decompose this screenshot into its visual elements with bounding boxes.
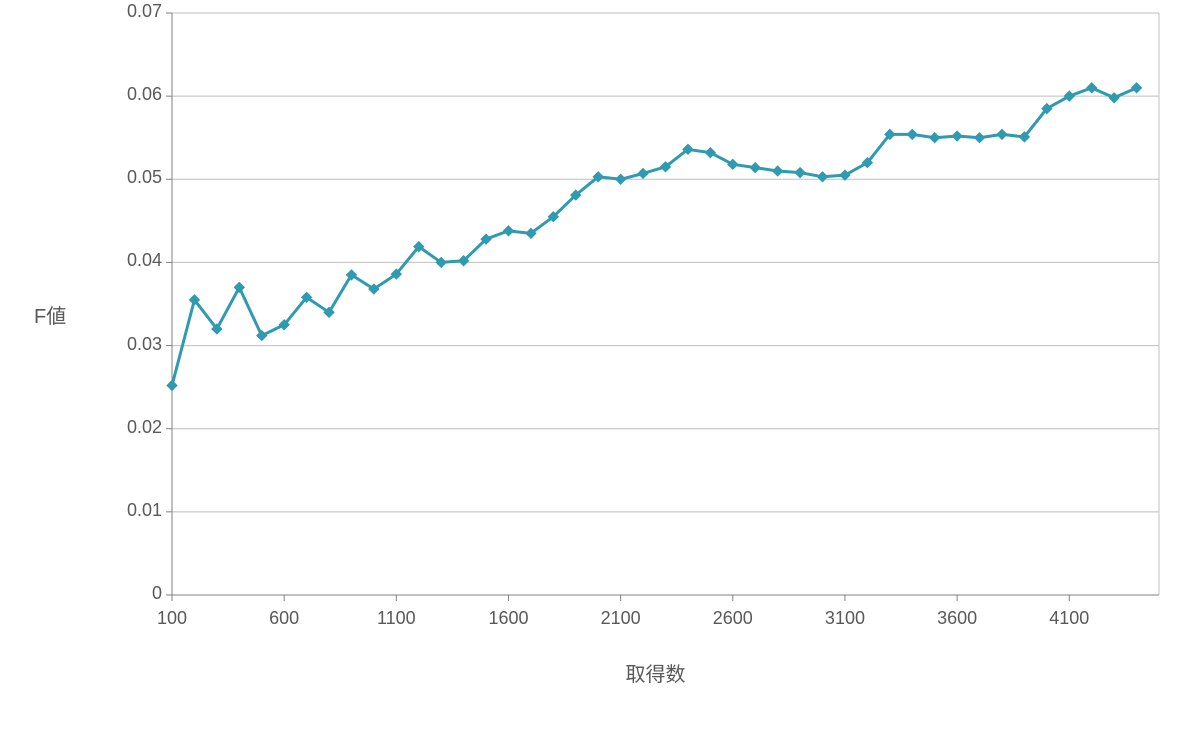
y-axis-title: F値 <box>34 300 66 329</box>
x-tick-label: 2100 <box>601 608 641 629</box>
chart-container: F値 取得数 0 0.01 0.02 0.03 0.04 0.05 0.06 0.07 100… <box>0 0 1184 734</box>
x-tick-label: 4100 <box>1049 608 1089 629</box>
y-tick-label: 0.05 <box>82 167 162 188</box>
x-tick-label: 100 <box>157 608 187 629</box>
y-tick-label: 0 <box>82 583 162 604</box>
y-tick-label: 0.06 <box>82 84 162 105</box>
x-tick-label: 3100 <box>825 608 865 629</box>
y-tick-label: 0.07 <box>82 1 162 22</box>
y-tick-label: 0.04 <box>82 250 162 271</box>
x-tick-label: 3600 <box>937 608 977 629</box>
x-tick-label: 1600 <box>488 608 528 629</box>
x-tick-label: 1100 <box>377 608 416 629</box>
x-tick-label: 600 <box>269 608 299 629</box>
x-axis-title: 取得数 <box>626 658 686 687</box>
y-tick-label: 0.01 <box>82 500 162 521</box>
x-tick-label: 2600 <box>713 608 753 629</box>
y-tick-label: 0.03 <box>82 334 162 355</box>
y-tick-label: 0.02 <box>82 417 162 438</box>
